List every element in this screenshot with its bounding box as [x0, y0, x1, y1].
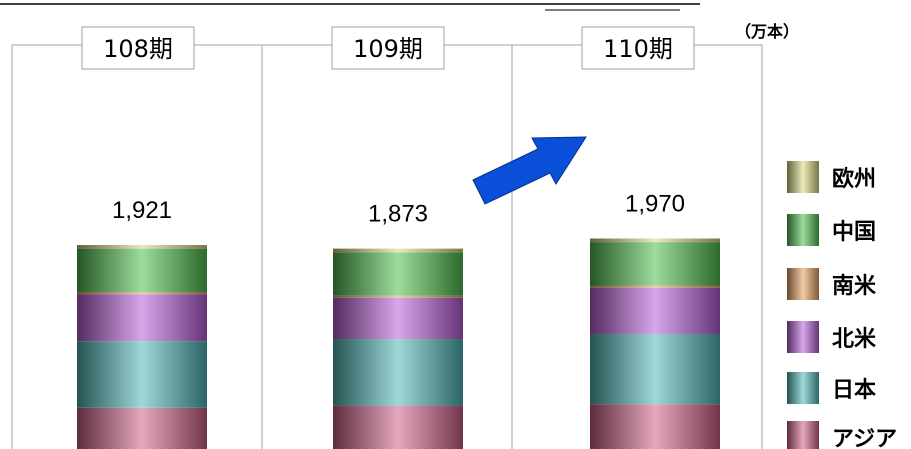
bar-segment-北米	[77, 294, 207, 342]
bar-segment-欧州	[590, 238, 720, 243]
bar-segment-欧州	[333, 248, 463, 253]
bar-segment-日本	[590, 333, 720, 405]
period-label: 109期	[353, 35, 423, 63]
unit-label: （万本）	[735, 22, 800, 41]
legend-label: 南米	[832, 274, 877, 299]
bar-segment-アジア	[333, 405, 463, 449]
bar-segment-中国	[590, 242, 720, 286]
bar-segment-南米	[77, 292, 207, 295]
legend-swatch	[787, 372, 819, 404]
bar-segment-中国	[333, 252, 463, 296]
legend-label: 中国	[832, 220, 876, 245]
bar-segment-アジア	[590, 404, 720, 449]
bar-segment-中国	[77, 248, 207, 293]
legend-label: 北米	[832, 327, 877, 352]
legend-swatch	[787, 321, 819, 353]
period-box	[581, 26, 695, 70]
total-label: 1,873	[368, 201, 428, 228]
period-label: 110期	[603, 35, 673, 63]
period-label: 108期	[103, 35, 173, 63]
legend-swatch	[787, 268, 819, 300]
bar-segment-日本	[77, 341, 207, 408]
period-box	[81, 26, 195, 70]
bar-segment-南米	[333, 295, 463, 298]
increase-arrow-icon	[472, 136, 587, 205]
bar-segment-日本	[333, 339, 463, 406]
legend-swatch	[787, 214, 819, 246]
legend-swatch	[787, 421, 819, 449]
bar-segment-南米	[590, 285, 720, 288]
bar-segment-北米	[590, 287, 720, 334]
bar-segment-北米	[333, 297, 463, 340]
total-label: 1,970	[625, 191, 685, 218]
period-box	[331, 26, 445, 70]
bar-segment-欧州	[77, 245, 207, 249]
legend-label: アジア	[832, 427, 897, 449]
legend-label: 日本	[832, 378, 876, 403]
bar-segment-アジア	[77, 407, 207, 449]
legend-swatch	[787, 161, 819, 193]
total-label: 1,921	[112, 197, 172, 224]
legend-label: 欧州	[832, 166, 876, 192]
